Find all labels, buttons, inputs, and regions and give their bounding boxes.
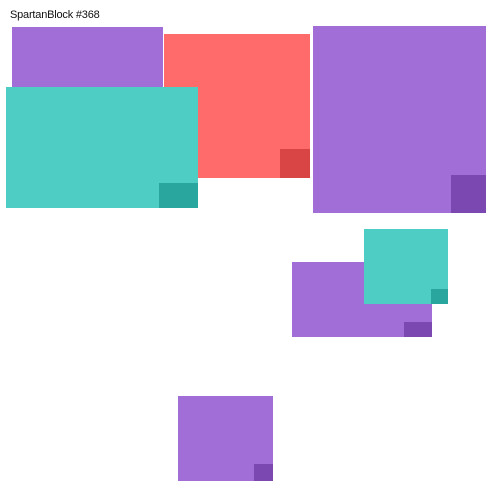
block-corner-marker [254,464,273,481]
block-corner-marker [280,149,310,178]
block-corner-marker [159,183,198,208]
block-corner-marker [431,289,448,304]
block-corner-marker [451,175,486,213]
block-corner-marker [404,322,432,337]
block-purple-top-left[interactable] [12,27,163,97]
block-purple-bottom-center[interactable] [178,396,273,481]
block-teal-middle-right[interactable] [364,229,448,304]
game-title: SpartanBlock #368 [10,9,100,21]
block-teal-top-left[interactable] [6,87,198,208]
block-purple-top-right[interactable] [313,26,486,213]
